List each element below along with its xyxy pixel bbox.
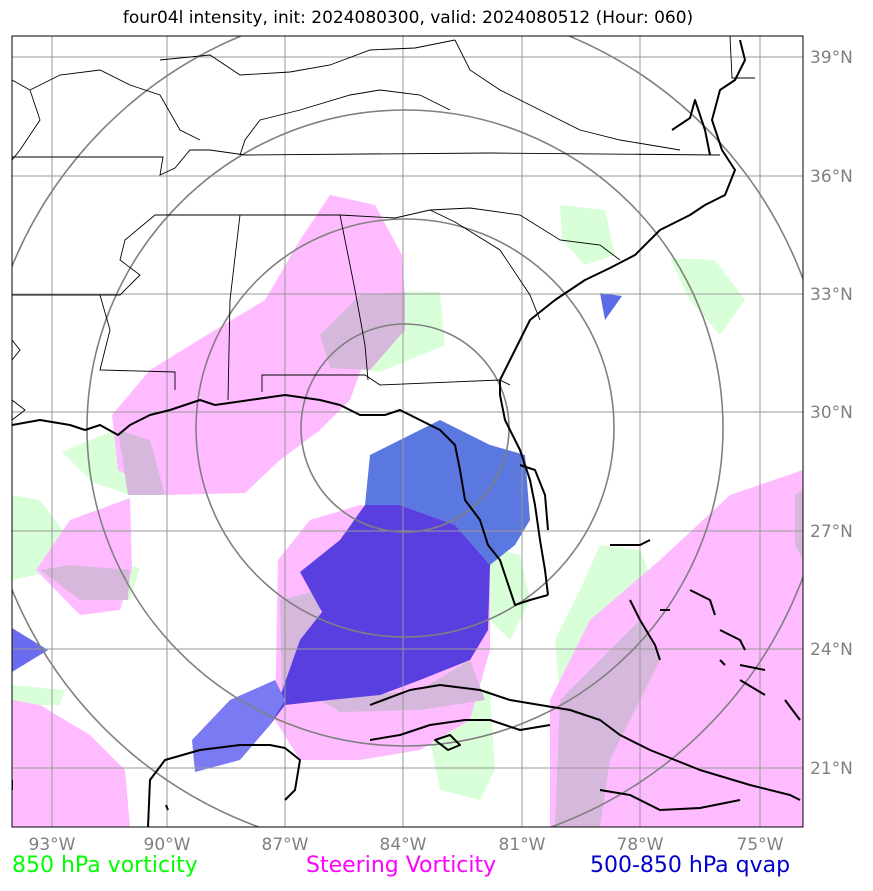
lon-label-93w: 93°W (29, 835, 76, 855)
map-title: four04l intensity, init: 2024080300, val… (122, 8, 694, 28)
coastlines (12, 39, 801, 827)
lon-label-87w: 87°W (262, 835, 309, 855)
legend-steering-vorticity: Steering Vorticity (306, 853, 497, 878)
lat-label-33n: 33°N (810, 285, 853, 305)
state-boundaries (12, 36, 755, 421)
legend-qvap: 500-850 hPa qvap (590, 853, 791, 878)
lat-label-27n: 27°N (810, 522, 853, 542)
lat-label-30n: 30°N (810, 403, 853, 423)
longitude-labels: 93°W 90°W 87°W 84°W 81°W 78°W 75°W (29, 835, 784, 855)
lat-label-36n: 36°N (810, 167, 853, 187)
map-area (12, 36, 803, 827)
latitude-labels: 39°N 36°N 33°N 30°N 27°N 24°N 21°N (810, 48, 853, 779)
lon-label-75w: 75°W (737, 835, 784, 855)
lat-label-39n: 39°N (810, 48, 853, 68)
graticule (12, 36, 803, 827)
legend-850-hpa-vorticity: 850 hPa vorticity (12, 853, 198, 878)
lon-label-78w: 78°W (617, 835, 664, 855)
map-frame (11, 35, 804, 828)
qvap-fill (12, 293, 622, 772)
lon-label-84w: 84°W (380, 835, 427, 855)
lon-label-81w: 81°W (499, 835, 546, 855)
lat-label-24n: 24°N (810, 640, 853, 660)
lon-label-90w: 90°W (144, 835, 191, 855)
lat-label-21n: 21°N (810, 759, 853, 779)
